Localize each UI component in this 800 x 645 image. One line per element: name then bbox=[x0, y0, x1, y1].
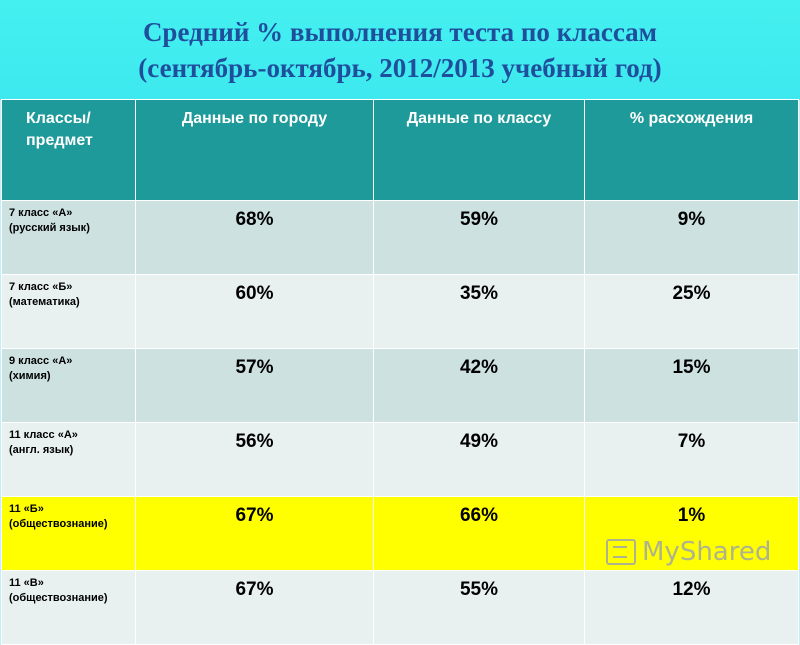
table-header-row: Классы/ предмет Данные по городу Данные … bbox=[1, 99, 799, 201]
table-row: 11 «В» (обществознание) 67% 55% 12% bbox=[1, 570, 799, 645]
cell-diff: 15% bbox=[584, 348, 799, 423]
cell-city: 60% bbox=[135, 274, 374, 349]
row-label-line-1: 11 «Б» bbox=[9, 503, 44, 515]
table-row: 9 класс «А» (химия) 57% 42% 15% bbox=[1, 348, 799, 423]
results-table: Классы/ предмет Данные по городу Данные … bbox=[1, 99, 799, 645]
presentation-icon bbox=[606, 539, 636, 565]
cell-diff: 9% bbox=[584, 200, 799, 275]
cell-class: 59% bbox=[373, 200, 585, 275]
table-row: 11 класс «А» (англ. язык) 56% 49% 7% bbox=[1, 422, 799, 497]
cell-diff: 1% bbox=[584, 496, 799, 571]
row-label-line-1: 7 класс «А» bbox=[9, 207, 73, 219]
cell-city: 67% bbox=[135, 570, 374, 645]
header-classes: Классы/ предмет bbox=[1, 99, 136, 201]
cell-diff: 25% bbox=[584, 274, 799, 349]
row-label-line-2: (англ. язык) bbox=[9, 444, 74, 456]
cell-class: 66% bbox=[373, 496, 585, 571]
cell-city: 57% bbox=[135, 348, 374, 423]
cell-diff: 7% bbox=[584, 422, 799, 497]
header-classes-line-2: предмет bbox=[26, 132, 93, 149]
cell-class: 35% bbox=[373, 274, 585, 349]
row-label-line-1: 11 класс «А» bbox=[9, 429, 78, 441]
cell-city: 68% bbox=[135, 200, 374, 275]
header-classes-line-1: Классы/ bbox=[26, 110, 91, 127]
header-diff: % расхождения bbox=[584, 99, 799, 201]
table-row-highlighted: 11 «Б» (обществознание) 67% 66% 1% bbox=[1, 496, 799, 571]
row-label: 7 класс «А» (русский язык) bbox=[1, 200, 136, 275]
header-class: Данные по классу bbox=[373, 99, 585, 201]
row-label: 9 класс «А» (химия) bbox=[1, 348, 136, 423]
title-line-2: (сентябрь-октябрь, 2012/2013 учебный год… bbox=[138, 53, 662, 83]
table-row: 7 класс «А» (русский язык) 68% 59% 9% bbox=[1, 200, 799, 275]
row-label-line-2: (химия) bbox=[9, 370, 51, 382]
row-label: 11 «Б» (обществознание) bbox=[1, 496, 136, 571]
cell-city: 56% bbox=[135, 422, 374, 497]
row-label: 11 «В» (обществознание) bbox=[1, 570, 136, 645]
cell-diff: 12% bbox=[584, 570, 799, 645]
cell-city: 67% bbox=[135, 496, 374, 571]
row-label-line-1: 11 «В» bbox=[9, 577, 44, 589]
row-label: 7 класс «Б» (математика) bbox=[1, 274, 136, 349]
watermark-text: MyShared bbox=[642, 537, 772, 567]
table-row: 7 класс «Б» (математика) 60% 35% 25% bbox=[1, 274, 799, 349]
row-label-line-2: (русский язык) bbox=[9, 222, 90, 234]
row-label-line-2: (математика) bbox=[9, 296, 80, 308]
row-label-line-2: (обществознание) bbox=[9, 592, 108, 604]
cell-class: 49% bbox=[373, 422, 585, 497]
row-label-line-1: 7 класс «Б» bbox=[9, 281, 73, 293]
header-city: Данные по городу bbox=[135, 99, 374, 201]
title-line-1: Средний % выполнения теста по классам bbox=[142, 17, 658, 47]
cell-class: 42% bbox=[373, 348, 585, 423]
cell-class: 55% bbox=[373, 570, 585, 645]
row-label-line-2: (обществознание) bbox=[9, 518, 108, 530]
slide-title: Средний % выполнения теста по классам (с… bbox=[0, 0, 800, 100]
row-label-line-1: 9 класс «А» bbox=[9, 355, 73, 367]
watermark: MyShared bbox=[606, 537, 771, 567]
row-label: 11 класс «А» (англ. язык) bbox=[1, 422, 136, 497]
